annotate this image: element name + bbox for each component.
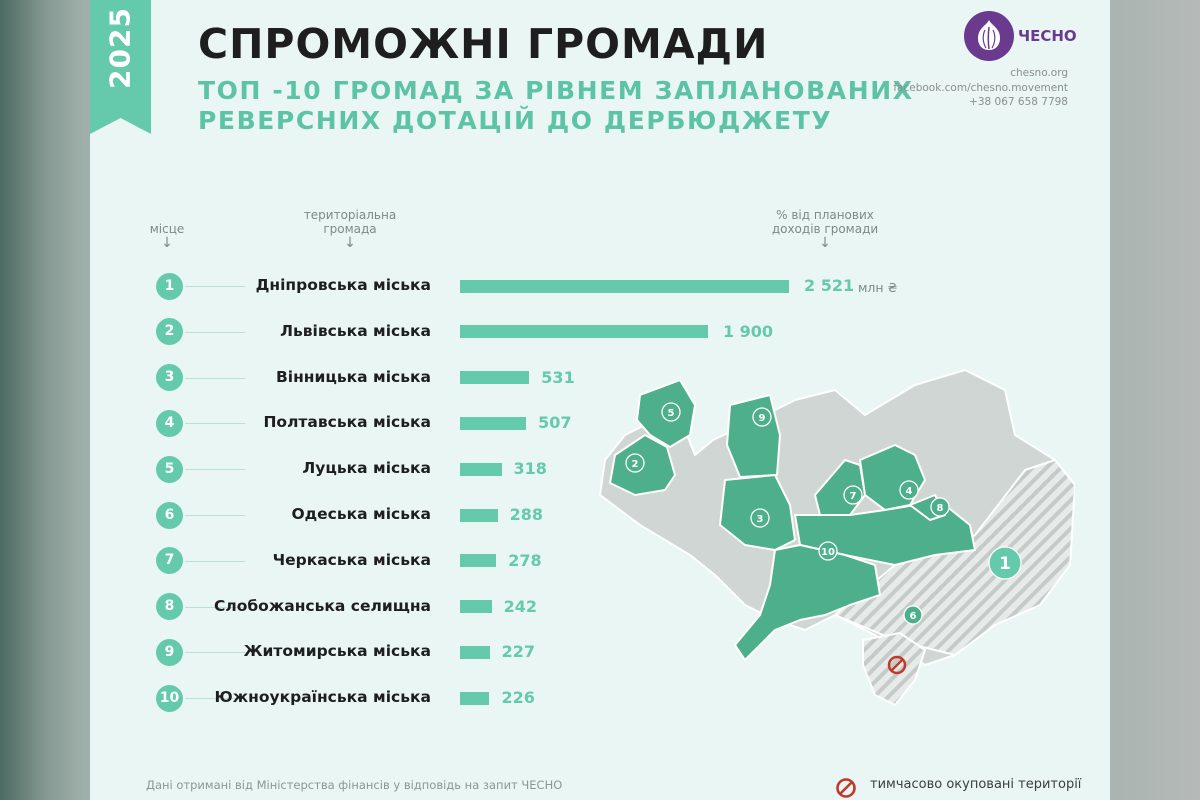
map-marker	[988, 546, 1022, 580]
facebook-link[interactable]: facebook.com/chesno.movement	[893, 81, 1068, 94]
map-marker-label: 2	[632, 459, 639, 470]
community-name: Южноукраїнська міська	[214, 688, 432, 707]
page-subtitle: ТОП -10 ГРОМАД ЗА РІВНЕМ ЗАПЛАНОВАНИХ РЕ…	[198, 76, 914, 136]
row-connector	[185, 652, 245, 654]
row-connector	[185, 560, 245, 562]
value-bar	[460, 600, 492, 614]
ukraine-map: 1 2 3 4 5 6 7 8 9 10	[599, 369, 1075, 706]
community-name: Львівська міська	[280, 321, 431, 340]
rank-badge: 1	[156, 272, 183, 300]
map-marker	[750, 508, 770, 528]
community-name: Черкаська міська	[272, 550, 431, 569]
row-connector	[185, 423, 245, 425]
value-label: 278	[508, 550, 542, 570]
value-label: 242	[503, 596, 537, 616]
value-label: 507	[538, 413, 572, 433]
phone-number: +38 067 658 7798	[969, 96, 1068, 108]
value-bar	[460, 462, 502, 476]
rank-badge: 9	[156, 638, 183, 666]
row-connector	[185, 698, 245, 700]
community-header: територіальна громада ↓	[290, 208, 410, 250]
map-marker	[661, 402, 681, 422]
community-name: Одеська міська	[291, 505, 431, 523]
contacts: chesno.org facebook.com/chesno.movement …	[893, 66, 1068, 110]
community-name: Слобожанська селищна	[213, 596, 431, 615]
row-connector	[185, 606, 245, 608]
value-label: 227	[501, 642, 536, 662]
map-marker-label: 8	[937, 503, 944, 514]
rank-badge: 8	[156, 593, 183, 621]
value-bar	[460, 691, 490, 705]
map-marker-label: 3	[757, 514, 764, 525]
page-title: СПРОМОЖНІ ГРОМАДИ	[198, 20, 769, 68]
occupied-legend-icon	[835, 777, 857, 800]
value-bar	[460, 279, 789, 293]
row-connector	[185, 469, 245, 471]
value-bar	[460, 416, 527, 430]
source-note: Дані отримані від Міністерства фінансів …	[146, 778, 563, 792]
rank-badge: 7	[156, 547, 183, 575]
arrow-down-icon: ↓	[819, 235, 831, 251]
subtitle-line-1: ТОП -10 ГРОМАД ЗА РІВНЕМ ЗАПЛАНОВАНИХ	[198, 76, 914, 105]
rank-badge: 5	[156, 455, 183, 483]
rank-badge: 2	[156, 318, 183, 346]
brand-name: ЧЕСНО	[1018, 27, 1077, 45]
value-bar	[460, 371, 530, 385]
community-name: Дніпровська міська	[255, 276, 431, 294]
map-marker-label: 7	[850, 491, 857, 502]
rank-badge: 6	[156, 501, 183, 529]
value-label: 1 900	[722, 321, 774, 341]
arrow-down-icon: ↓	[161, 235, 173, 251]
map-marker	[903, 605, 923, 625]
row-connector	[185, 331, 245, 333]
year-label: 2025	[103, 7, 137, 89]
map-marker	[899, 480, 919, 500]
map-marker-label: 4	[906, 486, 913, 497]
map-marker	[818, 541, 838, 561]
occupied-crimea-icon	[887, 655, 907, 675]
value-bar	[460, 508, 498, 522]
value-bar	[460, 325, 708, 339]
value-label: 318	[513, 459, 547, 479]
subtitle-line-2: РЕВЕРСНИХ ДОТАЦІЙ ДО ДЕРБЮДЖЕТУ	[198, 106, 833, 135]
community-name: Полтавська міська	[263, 413, 431, 432]
community-name: Вінницька міська	[275, 367, 431, 386]
map-marker-label: 5	[668, 408, 675, 419]
map-marker	[625, 453, 645, 473]
value-bar	[460, 645, 490, 659]
value-label: 288	[509, 505, 543, 524]
community-name: Житомирська міська	[243, 642, 431, 661]
map-marker-label: 10	[821, 547, 835, 558]
infographic-card: 2025 СПРОМОЖНІ ГРОМАДИ ТОП -10 ГРОМАД ЗА…	[90, 0, 1110, 800]
community-name: Луцька міська	[302, 459, 431, 478]
value-label: 226	[501, 688, 535, 708]
map-marker-label: 1	[999, 554, 1011, 574]
value-bar	[460, 554, 497, 568]
occupied-legend-label: тимчасово окуповані території	[870, 777, 1082, 792]
value-label: 531	[541, 367, 575, 387]
row-connector	[185, 515, 245, 516]
percent-header: % від планових доходів громади ↓	[760, 208, 890, 250]
rank-header: місце ↓	[142, 222, 192, 250]
row-connector	[185, 286, 245, 287]
map-marker	[752, 407, 772, 427]
rank-badge: 3	[156, 364, 183, 392]
site-link[interactable]: chesno.org	[1010, 67, 1068, 79]
year-ribbon: 2025	[90, 0, 151, 134]
row-connector	[185, 377, 245, 379]
map-marker	[843, 485, 863, 505]
rank-badge: 4	[156, 409, 183, 437]
map-marker-label: 6	[910, 611, 917, 622]
chesno-logo-icon	[964, 11, 1014, 61]
value-label: 2 521	[804, 276, 855, 295]
arrow-down-icon: ↓	[344, 235, 356, 251]
map-marker	[930, 497, 950, 517]
map-marker-label: 9	[759, 413, 766, 424]
unit-label: млн ₴	[858, 280, 898, 295]
rank-badge: 10	[156, 684, 183, 712]
